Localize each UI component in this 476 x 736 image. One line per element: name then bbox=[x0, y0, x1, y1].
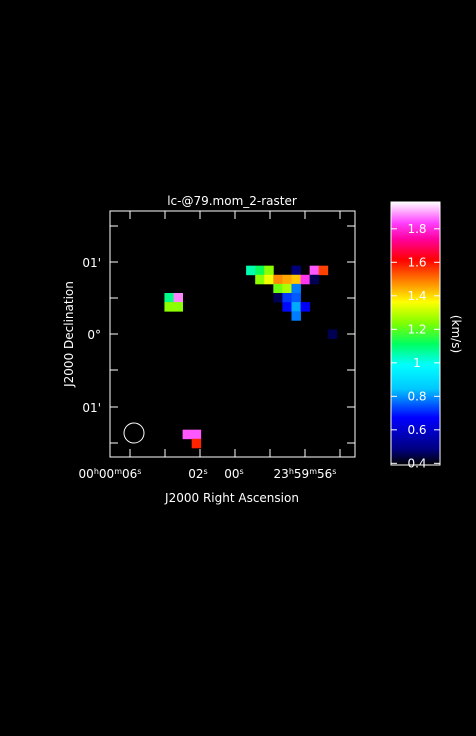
heatmap-pixel bbox=[255, 274, 265, 285]
heatmap-pixel bbox=[273, 293, 283, 303]
y-tick-label: 01' bbox=[82, 401, 101, 415]
x-tick-label: 02s bbox=[188, 467, 207, 481]
heatmap-pixel bbox=[291, 293, 301, 303]
y-axis-label: J2000 Declination bbox=[62, 281, 76, 388]
colorbar-tick-label: 1.8 bbox=[407, 222, 426, 236]
heatmap-pixel bbox=[173, 302, 183, 312]
beam-ellipse bbox=[123, 422, 145, 444]
heatmap-pixel bbox=[300, 302, 311, 312]
heatmap-pixel bbox=[273, 283, 283, 294]
heatmap-pixel bbox=[291, 283, 301, 294]
heatmap-pixel bbox=[173, 293, 183, 303]
colorbar-ticks: 1.8 1.6 1.4 1.2 1 0.8 0.6 0.4 bbox=[391, 222, 440, 470]
chart-title: lc-@79.mom_2-raster bbox=[167, 194, 297, 208]
colorbar-label: (km/s) bbox=[449, 315, 463, 353]
colorbar-tick-label: 1.6 bbox=[407, 255, 426, 269]
axis-ticks bbox=[110, 211, 355, 457]
heatmap-pixel bbox=[191, 438, 202, 449]
heatmap-pixel bbox=[282, 283, 292, 294]
y-tick-label: 01' bbox=[82, 256, 101, 270]
colorbar-tick-label: 0.8 bbox=[407, 389, 426, 403]
heatmap-pixel bbox=[327, 329, 338, 339]
x-tick-labels: 00h00m06s 02s 00s 23h59m56s bbox=[79, 467, 337, 481]
colorbar bbox=[390, 201, 441, 466]
heatmap-pixel bbox=[309, 265, 320, 276]
heatmap-pixel bbox=[191, 429, 202, 440]
colorbar-tick-label: 1.2 bbox=[407, 322, 426, 336]
colorbar-tick-label: 0.4 bbox=[407, 456, 426, 470]
x-axis-label: J2000 Right Ascension bbox=[164, 491, 299, 505]
heatmap-pixel bbox=[282, 302, 292, 312]
heatmap-pixel bbox=[264, 274, 274, 285]
heatmap-pixel bbox=[291, 265, 301, 276]
heatmap-pixel bbox=[264, 265, 274, 276]
heatmap-pixel bbox=[182, 429, 193, 440]
heatmap-pixel bbox=[282, 293, 292, 303]
y-tick-labels: 01' 0° 01' bbox=[82, 256, 101, 415]
heatmap-pixel bbox=[282, 274, 292, 285]
heatmap-pixel bbox=[164, 293, 174, 303]
x-tick-label: 00h00m06s bbox=[79, 467, 142, 481]
heatmap-pixel bbox=[309, 274, 320, 285]
pixel-layer bbox=[164, 265, 338, 449]
heatmap-pixel bbox=[300, 274, 311, 285]
colorbar-tick-label: 0.6 bbox=[407, 423, 426, 437]
y-tick-label: 0° bbox=[87, 328, 101, 342]
heatmap-pixel bbox=[318, 265, 329, 276]
plot-frame bbox=[109, 210, 356, 458]
heatmap-pixel bbox=[273, 274, 283, 285]
heatmap-pixel bbox=[164, 302, 174, 312]
colorbar-tick-label: 1 bbox=[413, 356, 421, 370]
x-tick-label: 23h59m56s bbox=[274, 467, 337, 481]
heatmap-pixel bbox=[255, 265, 265, 276]
x-tick-label: 00s bbox=[224, 467, 243, 481]
colorbar-tick-label: 1.4 bbox=[407, 289, 426, 303]
heatmap-pixel bbox=[291, 311, 301, 321]
heatmap-pixel bbox=[246, 265, 256, 276]
heatmap-pixel bbox=[291, 274, 301, 285]
heatmap-pixel bbox=[291, 302, 301, 312]
